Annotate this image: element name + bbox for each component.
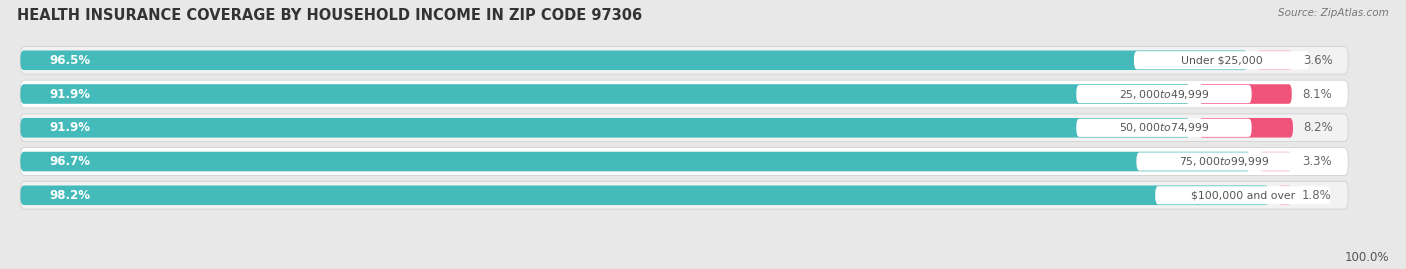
Text: 8.2%: 8.2%: [1303, 121, 1333, 134]
Text: 100.0%: 100.0%: [1344, 251, 1389, 264]
FancyBboxPatch shape: [20, 118, 1191, 137]
Text: $100,000 and over: $100,000 and over: [1191, 190, 1295, 200]
Text: 8.1%: 8.1%: [1302, 87, 1331, 101]
FancyBboxPatch shape: [1076, 119, 1251, 137]
Text: 96.7%: 96.7%: [49, 155, 90, 168]
Text: 96.5%: 96.5%: [49, 54, 90, 67]
FancyBboxPatch shape: [20, 51, 1249, 70]
FancyBboxPatch shape: [1136, 153, 1312, 171]
FancyBboxPatch shape: [20, 84, 1191, 104]
FancyBboxPatch shape: [1076, 85, 1251, 103]
FancyBboxPatch shape: [1199, 118, 1294, 137]
Text: 3.6%: 3.6%: [1303, 54, 1333, 67]
Text: HEALTH INSURANCE COVERAGE BY HOUSEHOLD INCOME IN ZIP CODE 97306: HEALTH INSURANCE COVERAGE BY HOUSEHOLD I…: [17, 8, 643, 23]
FancyBboxPatch shape: [1257, 51, 1294, 70]
FancyBboxPatch shape: [1260, 152, 1292, 171]
FancyBboxPatch shape: [20, 152, 1250, 171]
Text: 3.3%: 3.3%: [1302, 155, 1331, 168]
Text: Under $25,000: Under $25,000: [1181, 55, 1263, 65]
FancyBboxPatch shape: [20, 80, 1348, 108]
FancyBboxPatch shape: [20, 181, 1348, 209]
Text: 91.9%: 91.9%: [49, 121, 90, 134]
Text: Source: ZipAtlas.com: Source: ZipAtlas.com: [1278, 8, 1389, 18]
Text: $25,000 to $49,999: $25,000 to $49,999: [1119, 87, 1209, 101]
FancyBboxPatch shape: [20, 148, 1348, 175]
FancyBboxPatch shape: [20, 47, 1348, 74]
Text: $75,000 to $99,999: $75,000 to $99,999: [1178, 155, 1270, 168]
FancyBboxPatch shape: [20, 186, 1270, 205]
FancyBboxPatch shape: [1199, 84, 1292, 104]
FancyBboxPatch shape: [1278, 186, 1292, 205]
FancyBboxPatch shape: [1133, 51, 1309, 69]
Text: 1.8%: 1.8%: [1302, 189, 1331, 202]
FancyBboxPatch shape: [1156, 186, 1330, 204]
Text: $50,000 to $74,999: $50,000 to $74,999: [1119, 121, 1209, 134]
Text: 98.2%: 98.2%: [49, 189, 90, 202]
FancyBboxPatch shape: [20, 114, 1348, 141]
Text: 91.9%: 91.9%: [49, 87, 90, 101]
